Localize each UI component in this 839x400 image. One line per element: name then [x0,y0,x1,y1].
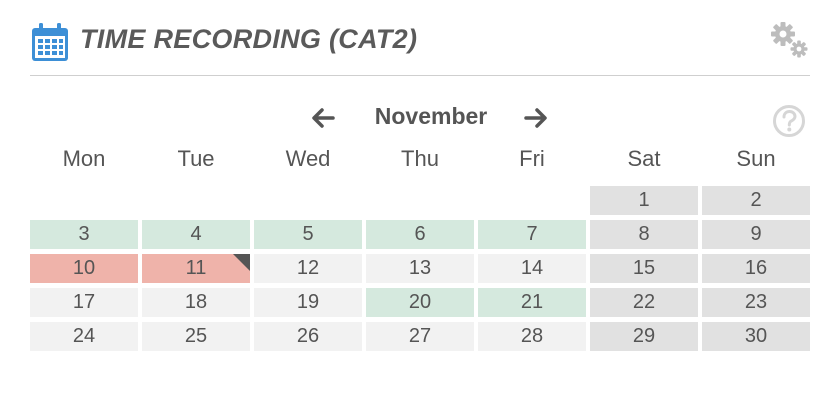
calendar-icon [32,23,68,61]
calendar-day-21[interactable]: 21 [478,288,586,317]
widget-title: TIME RECORDING (CAT2) [80,24,418,54]
calendar-day-28[interactable]: 28 [478,322,586,351]
calendar-empty-cell [254,186,362,215]
calendar-day-18[interactable]: 18 [142,288,250,317]
calendar-day-2[interactable]: 2 [702,186,810,215]
header-divider [30,75,810,76]
calendar-day-22[interactable]: 22 [590,288,698,317]
calendar-day-13[interactable]: 13 [366,254,474,283]
calendar-day-17[interactable]: 17 [30,288,138,317]
weekday-label-wed: Wed [285,146,331,171]
calendar-day-29[interactable]: 29 [590,322,698,351]
calendar-day-8[interactable]: 8 [590,220,698,249]
calendar-day-15[interactable]: 15 [590,254,698,283]
time-recording-widget: TIME RECORDING (CAT2) [30,0,810,400]
calendar-day-4[interactable]: 4 [142,220,250,249]
calendar-day-6[interactable]: 6 [366,220,474,249]
calendar-empty-cell [366,186,474,215]
calendar-day-19[interactable]: 19 [254,288,362,317]
calendar-day-30[interactable]: 30 [702,322,810,351]
calendar-day-3[interactable]: 3 [30,220,138,249]
arrow-left-icon[interactable] [310,106,336,130]
calendar-day-5[interactable]: 5 [254,220,362,249]
calendar-day-23[interactable]: 23 [702,288,810,317]
calendar-day-7[interactable]: 7 [478,220,586,249]
weekday-label-tue: Tue [177,146,215,171]
calendar-empty-cell [142,186,250,215]
calendar-day-9[interactable]: 9 [702,220,810,249]
calendar-day-1[interactable]: 1 [590,186,698,215]
widget-header: TIME RECORDING (CAT2) [30,14,810,74]
weekday-header-row: Mon Tue Wed Thu Fri Sat Sun [30,146,810,180]
month-navigation: November [30,100,810,138]
calendar-day-24[interactable]: 24 [30,322,138,351]
weekday-label-mon: Mon [62,146,106,171]
weekday-label-fri: Fri [519,146,545,171]
calendar-day-11[interactable]: 11 [142,254,250,283]
note-corner-flag-icon [233,254,250,271]
calendar-day-16[interactable]: 16 [702,254,810,283]
weekday-label-sat: Sat [627,146,661,171]
weekday-label-thu: Thu [401,146,439,171]
arrow-right-icon[interactable] [523,106,549,130]
calendar-day-12[interactable]: 12 [254,254,362,283]
calendar-day-10[interactable]: 10 [30,254,138,283]
calendar-empty-cell [30,186,138,215]
calendar-day-25[interactable]: 25 [142,322,250,351]
calendar-day-20[interactable]: 20 [366,288,474,317]
calendar-day-27[interactable]: 27 [366,322,474,351]
weekday-label-sun: Sun [736,146,776,171]
month-label: November [374,103,488,129]
calendar-day-14[interactable]: 14 [478,254,586,283]
gear-icon[interactable] [768,18,812,62]
calendar-empty-cell [478,186,586,215]
calendar-day-26[interactable]: 26 [254,322,362,351]
help-icon[interactable] [772,104,806,138]
